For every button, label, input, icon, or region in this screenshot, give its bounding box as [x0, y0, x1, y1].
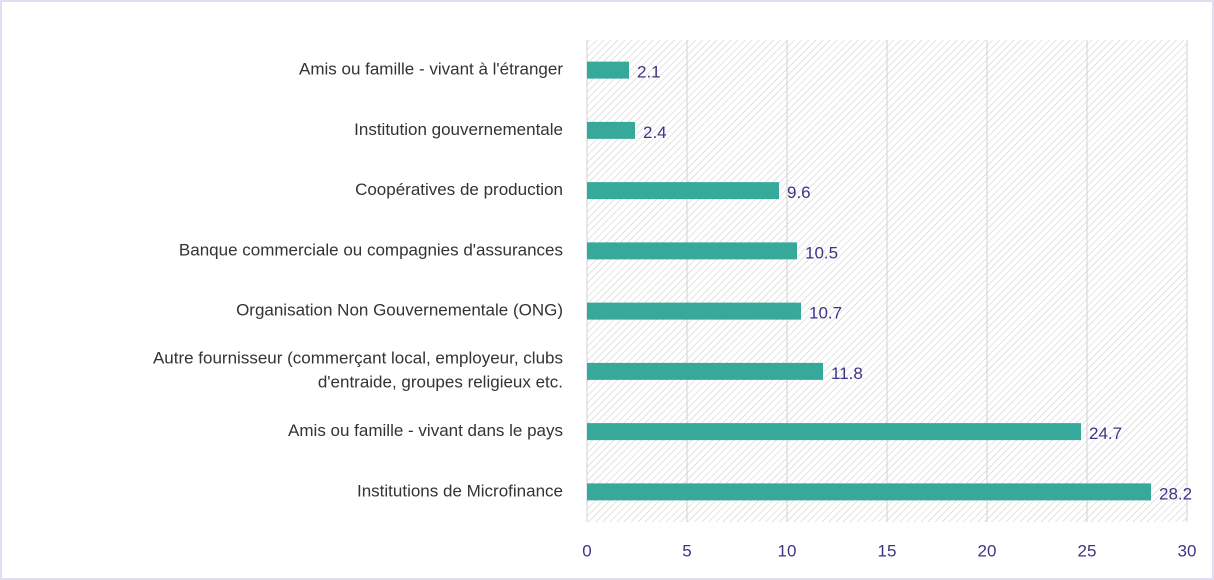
x-tick-label: 30: [1178, 541, 1197, 560]
y-tick-label: Autre fournisseur (commerçant local, emp…: [153, 349, 563, 392]
y-tick-label: Organisation Non Gouvernementale (ONG): [236, 301, 563, 320]
value-label: 28.2: [1159, 484, 1192, 503]
x-tick-label: 25: [1078, 541, 1097, 560]
y-tick-label: Coopératives de production: [355, 180, 563, 199]
x-tick-label: 15: [878, 541, 897, 560]
bar: [587, 362, 823, 380]
bar: [587, 61, 629, 79]
y-tick-label: Banque commerciale ou compagnies d'assur…: [179, 240, 563, 259]
y-tick-label: Institutions de Microfinance: [357, 481, 563, 500]
value-label: 2.1: [637, 63, 661, 82]
value-label: 24.7: [1089, 424, 1122, 443]
y-tick-label: Amis ou famille - vivant dans le pays: [288, 421, 563, 440]
value-label: 2.4: [643, 123, 667, 142]
x-tick-label: 10: [778, 541, 797, 560]
bar: [587, 182, 779, 200]
value-label: 10.7: [809, 304, 842, 323]
bar: [587, 302, 801, 320]
value-label: 11.8: [831, 364, 863, 383]
value-label: 9.6: [787, 183, 811, 202]
bar: [587, 242, 797, 260]
y-tick-label: Amis ou famille - vivant à l'étranger: [299, 60, 563, 79]
value-label: 10.5: [805, 243, 838, 262]
y-tick-label: Institution gouvernementale: [354, 120, 563, 139]
x-tick-label: 20: [978, 541, 997, 560]
bar: [587, 483, 1151, 501]
x-tick-label: 0: [582, 541, 591, 560]
x-tick-label: 5: [682, 541, 691, 560]
bar: [587, 423, 1081, 441]
bar: [587, 121, 635, 139]
